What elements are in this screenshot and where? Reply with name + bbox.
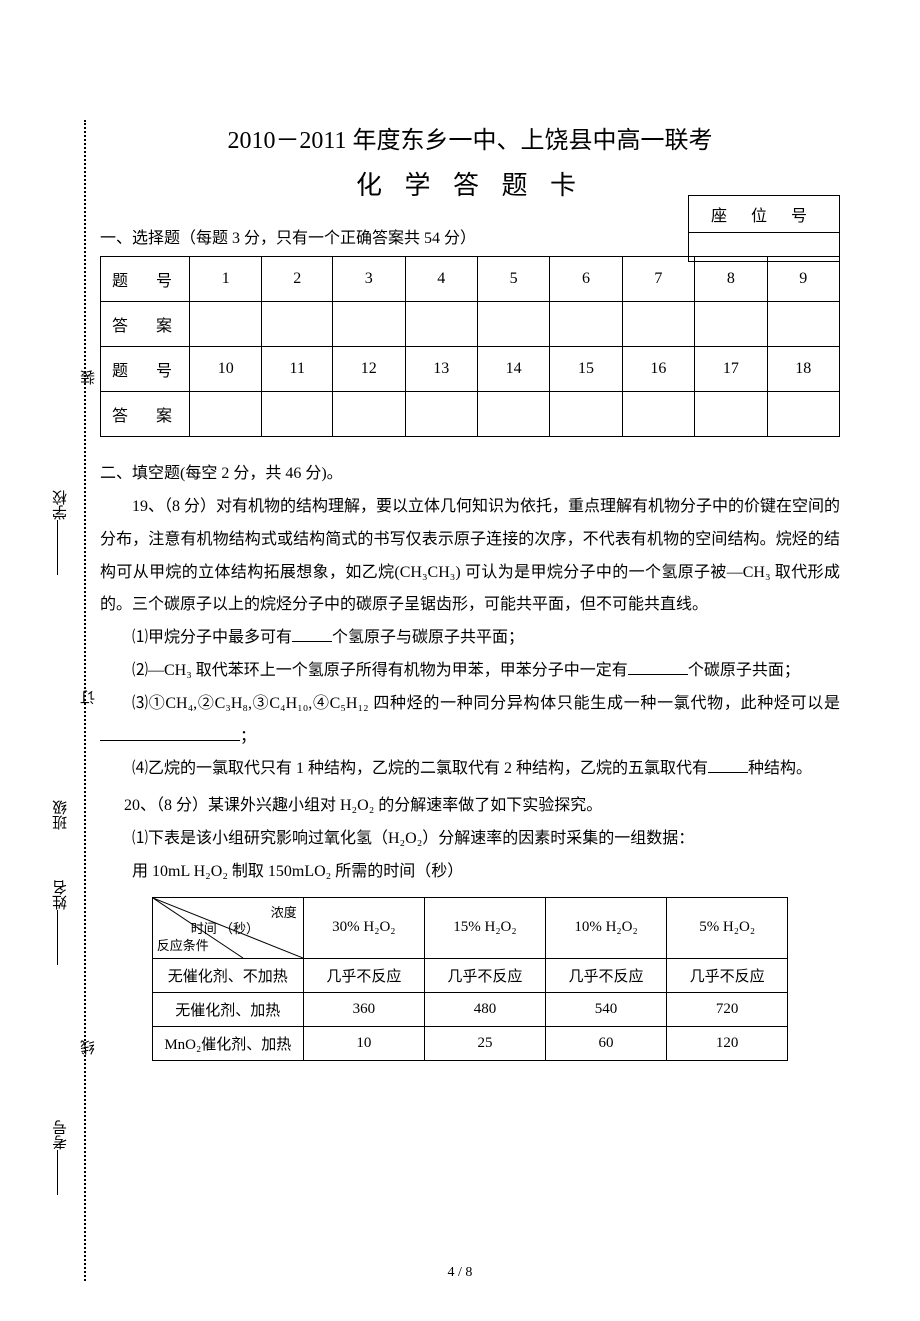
- grid-a[interactable]: [262, 392, 333, 437]
- grid-a[interactable]: [190, 392, 262, 437]
- col-head: 5% H₂O₂: [667, 897, 788, 958]
- margin-zhuang: 装: [78, 370, 99, 385]
- q19-3: ⑶①CH₄,②C₃H₈,③C₄H₁₀,④C₅H₁₂ 四种烃的一种同分异构体只能生…: [100, 688, 840, 754]
- grid-q: 4: [405, 257, 477, 302]
- grid-a[interactable]: [622, 302, 694, 347]
- seat-number-label: 座 位 号: [689, 196, 839, 233]
- margin-xuexiao: 学校: [50, 490, 71, 575]
- grid-label-q2: 题 号: [101, 347, 190, 392]
- diag-top: 浓度: [271, 902, 297, 921]
- blank[interactable]: [292, 625, 332, 642]
- margin-kaohao: 考号: [50, 1120, 71, 1195]
- grid-q: 3: [333, 257, 405, 302]
- grid-q: 8: [695, 257, 767, 302]
- grid-q: 13: [405, 347, 477, 392]
- grid-label-q1: 题 号: [101, 257, 190, 302]
- grid-a[interactable]: [767, 302, 839, 347]
- q20-1: ⑴下表是该小组研究影响过氧化氢（H₂O₂）分解速率的因素时采集的一组数据：: [100, 823, 840, 856]
- grid-a[interactable]: [550, 302, 622, 347]
- q19-2: ⑵—CH₃ 取代苯环上一个氢原子所得有机物为甲苯，甲苯分子中一定有个碳原子共面；: [100, 655, 840, 688]
- grid-a[interactable]: [190, 302, 262, 347]
- cell: 120: [667, 1026, 788, 1060]
- table-row: 无催化剂、加热 360 480 540 720: [152, 992, 787, 1026]
- row-label: MnO₂催化剂、加热: [152, 1026, 303, 1060]
- h2o2-data-table: 浓度 时间 （秒） 反应条件 30% H₂O₂ 15% H₂O₂ 10% H₂O…: [152, 897, 788, 1061]
- grid-q: 16: [622, 347, 694, 392]
- col-head: 15% H₂O₂: [424, 897, 545, 958]
- grid-a[interactable]: [767, 392, 839, 437]
- cell: 几乎不反应: [424, 958, 545, 992]
- blank[interactable]: [100, 724, 240, 741]
- grid-q: 17: [695, 347, 767, 392]
- grid-a[interactable]: [333, 392, 405, 437]
- grid-q: 5: [477, 257, 549, 302]
- grid-q: 7: [622, 257, 694, 302]
- seat-number-box: 座 位 号: [688, 195, 840, 262]
- grid-label-a2: 答 案: [101, 392, 190, 437]
- row-label: 无催化剂、加热: [152, 992, 303, 1026]
- margin-xian: 线: [78, 1040, 99, 1055]
- seat-number-value[interactable]: [689, 233, 839, 261]
- q19-4: ⑷乙烷的一氯取代只有 1 种结构，乙烷的二氯取代有 2 种结构，乙烷的五氯取代有…: [100, 753, 840, 786]
- q20-block: 20、（8 分）某课外兴趣小组对 H₂O₂ 的分解速率做了如下实验探究。 ⑴下表…: [100, 790, 840, 888]
- cell: 360: [303, 992, 424, 1026]
- cell: 480: [424, 992, 545, 1026]
- cell: 几乎不反应: [303, 958, 424, 992]
- col-head: 30% H₂O₂: [303, 897, 424, 958]
- grid-q: 11: [262, 347, 333, 392]
- grid-a[interactable]: [477, 392, 549, 437]
- grid-a[interactable]: [405, 302, 477, 347]
- diag-bot: 反应条件: [157, 935, 209, 954]
- grid-a[interactable]: [695, 302, 767, 347]
- grid-q: 14: [477, 347, 549, 392]
- margin-xingming: 姓名: [50, 880, 71, 965]
- cell: 几乎不反应: [667, 958, 788, 992]
- grid-a[interactable]: [477, 302, 549, 347]
- doc-title-line1: 2010－2011 年度东乡一中、上饶县中高一联考: [100, 120, 840, 155]
- grid-q: 18: [767, 347, 839, 392]
- grid-q: 15: [550, 347, 622, 392]
- row-label: 无催化剂、不加热: [152, 958, 303, 992]
- q20-caption: 用 10mL H₂O₂ 制取 150mLO₂ 所需的时间（秒）: [100, 856, 840, 889]
- diag-header: 浓度 时间 （秒） 反应条件: [152, 897, 303, 958]
- cell: 720: [667, 992, 788, 1026]
- grid-a[interactable]: [695, 392, 767, 437]
- q19-block: 19、（8 分）对有机物的结构理解，要以立体几何知识为依托，重点理解有机物分子中…: [100, 491, 840, 786]
- grid-label-a1: 答 案: [101, 302, 190, 347]
- cell: 540: [545, 992, 666, 1026]
- grid-q: 9: [767, 257, 839, 302]
- grid-q: 6: [550, 257, 622, 302]
- grid-a[interactable]: [622, 392, 694, 437]
- table-row: MnO₂催化剂、加热 10 25 60 120: [152, 1026, 787, 1060]
- q19-lead: 19、（8 分）对有机物的结构理解，要以立体几何知识为依托，重点理解有机物分子中…: [100, 491, 840, 622]
- col-head: 10% H₂O₂: [545, 897, 666, 958]
- grid-q: 2: [262, 257, 333, 302]
- answer-grid: 题 号 1 2 3 4 5 6 7 8 9 答 案 题 号 10 11 12 1…: [100, 256, 840, 437]
- q19-1: ⑴甲烷分子中最多可有个氢原子与碳原子共平面；: [100, 622, 840, 655]
- margin-ding: 订: [78, 690, 99, 705]
- blank[interactable]: [628, 658, 688, 675]
- binding-margin: 考号 线 姓名 班级 订 学校 装: [30, 120, 90, 1281]
- grid-q: 1: [190, 257, 262, 302]
- q20-lead: 20、（8 分）某课外兴趣小组对 H₂O₂ 的分解速率做了如下实验探究。: [100, 790, 840, 823]
- cell: 几乎不反应: [545, 958, 666, 992]
- page-number: 4 / 8: [0, 1265, 920, 1281]
- margin-banji: 班级: [50, 800, 71, 830]
- grid-a[interactable]: [333, 302, 405, 347]
- section2-title: 二、填空题(每空 2 分，共 46 分)。: [100, 459, 840, 483]
- blank[interactable]: [708, 756, 748, 773]
- grid-a[interactable]: [550, 392, 622, 437]
- cell: 60: [545, 1026, 666, 1060]
- cell: 25: [424, 1026, 545, 1060]
- grid-q: 12: [333, 347, 405, 392]
- grid-q: 10: [190, 347, 262, 392]
- grid-a[interactable]: [405, 392, 477, 437]
- table-row: 无催化剂、不加热 几乎不反应 几乎不反应 几乎不反应 几乎不反应: [152, 958, 787, 992]
- grid-a[interactable]: [262, 302, 333, 347]
- cell: 10: [303, 1026, 424, 1060]
